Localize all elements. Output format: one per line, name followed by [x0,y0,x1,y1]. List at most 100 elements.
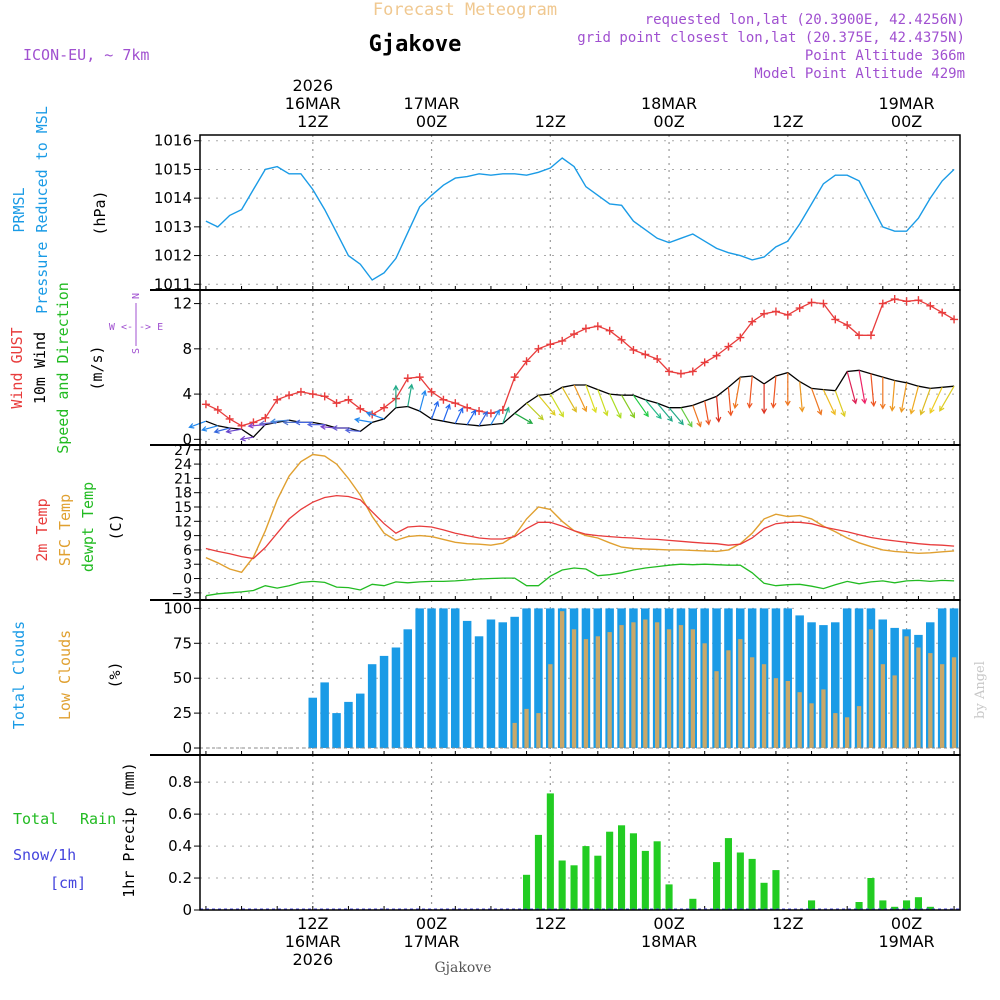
wind-arrow [704,400,711,426]
gust-marker [439,395,448,404]
low-cloud-bar [714,671,719,748]
low-cloud-bar [773,678,779,748]
rain-bar [926,906,934,910]
wind-arrow [537,394,556,416]
temp-ytick-label: 6 [183,543,192,559]
low-cloud-bar [619,625,624,748]
gust-marker [415,373,424,382]
gust-marker [475,407,484,416]
low-cloud-bar [892,675,897,748]
pressure-ytick-label: 1015 [154,160,192,178]
wind-arrow [454,407,464,424]
rain-bar [879,900,887,910]
plots: 10111012101310141015101604812−3036912151… [150,76,961,969]
precip-unit: 1hr Precip (mm) [120,762,138,897]
bottom-time-label: 12Z [535,914,566,933]
clouds-unit: (%) [106,661,124,688]
bottom-time-label: 2026 [292,950,333,969]
total-cloud-bar [367,664,377,748]
total-cloud-bar [427,608,436,748]
low-cloud-bar [690,629,695,748]
gust-marker [688,367,697,376]
pressure-label-1: PRMSL [10,187,28,232]
wind-arrow [502,406,510,424]
low-cloud-bar [833,713,838,748]
rain-bar [736,852,744,910]
gust-marker [771,307,780,316]
rain-bar [534,834,542,910]
gridpoint-coords: grid point closest lon,lat (20.375E, 42.… [577,30,965,46]
compass-s: S [131,348,142,354]
gust-marker [914,296,923,305]
sfc-label: SFC Temp [56,494,74,566]
gust-marker [273,395,282,404]
total-cloud-bar [344,701,353,748]
wind-arrow [573,384,588,413]
rain-bar [606,831,614,910]
pressure-unit: (hPa) [91,190,109,235]
gust-marker [225,414,234,423]
wind-ytick-label: 12 [173,295,192,313]
wind-gust-line [205,298,955,427]
bottom-time-label: 18MAR [641,932,697,951]
bottom-time-label: 19MAR [878,932,934,951]
gust-marker [605,326,614,335]
gust-marker [486,409,495,418]
gust-marker [736,333,745,342]
pressure-line [205,157,955,281]
low-cloud-bar [702,643,707,748]
low-cloud-bar [940,664,945,748]
wind-arrow [899,382,908,414]
wind-arrow [490,409,500,425]
low-cloud-bar [512,722,517,748]
total-cloud-bar [831,622,840,748]
temp-ytick-label: 9 [183,529,192,545]
wind-arrow [822,389,836,416]
wind-arrow [585,384,598,414]
temp-ytick-label: 27 [174,443,192,459]
location-title: Gjakove [369,32,462,57]
wind-arrow [344,427,361,434]
low-cloud-bar [928,653,933,749]
low-cloud-bar [571,629,577,748]
gust-marker [843,321,852,330]
wind-arrow [239,435,254,442]
gust-marker [783,310,792,319]
sfc-temp-line [205,453,955,574]
temp-ytick-label: 18 [174,486,192,502]
low-cloud-bar [595,636,600,748]
rain-bar [760,882,768,910]
low-cloud-bar [821,689,826,748]
gust-marker [855,331,864,340]
gust-marker [463,403,472,412]
top-time-label: 00Z [416,112,447,131]
total-cloud-bar [522,608,531,748]
total-cloud-bar [819,625,828,748]
precip-ytick-label: 0.4 [168,837,192,855]
wind-arrow [834,390,846,418]
wind-arrow [939,385,955,412]
wind-arrow [879,377,886,410]
precip-frame [199,754,961,911]
low-cloud-bar [583,639,589,748]
wind-arrow [392,384,399,408]
wind-dir-label: Speed and Direction [54,282,72,454]
top-time-label: 12Z [297,112,328,131]
rain-bar [665,884,673,910]
footer-location: Gjakove [435,960,492,976]
low-cloud-bar [631,622,636,748]
total-cloud-bar [854,608,864,748]
total-clouds-label: Total Clouds [10,621,28,729]
wind-arrow [770,375,777,409]
wind-arrow [549,393,564,418]
compass-n: N [131,293,142,299]
gust-marker [296,387,305,396]
gust-marker [344,395,353,404]
total-cloud-bar [391,647,401,748]
temp-ytick-label: 15 [174,500,192,516]
gust-marker [950,315,959,324]
wind-arrow [353,417,373,423]
gust-marker [724,342,733,351]
gust-marker [676,369,685,378]
